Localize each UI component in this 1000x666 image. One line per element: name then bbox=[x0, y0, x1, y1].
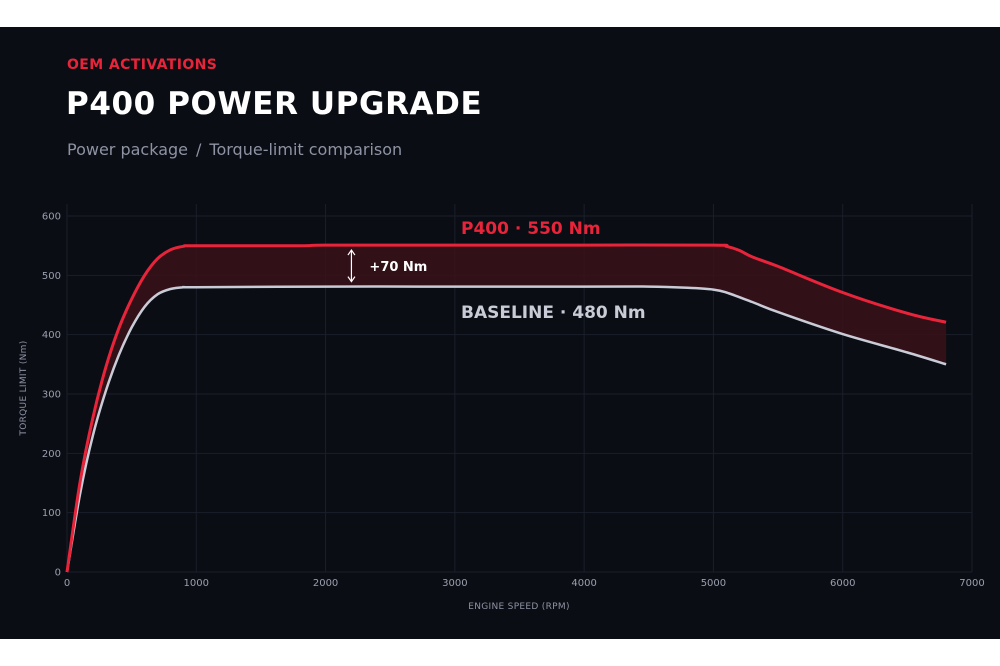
torque-gain-band bbox=[67, 245, 947, 572]
y-tick-label: 400 bbox=[42, 330, 61, 341]
y-tick-label: 500 bbox=[42, 271, 61, 282]
breadcrumb: Power package / Torque-limit comparison bbox=[67, 140, 402, 159]
x-tick-label: 6000 bbox=[830, 578, 855, 589]
x-tick-label: 5000 bbox=[701, 578, 726, 589]
breadcrumb-item-torque-limit-comparison: Torque-limit comparison bbox=[209, 140, 403, 159]
baseline-line bbox=[65, 285, 947, 573]
page-title: P400 POWER UPGRADE bbox=[66, 86, 483, 122]
p400-series-label: P400 · 550 Nm bbox=[461, 219, 601, 239]
x-tick-label: 3000 bbox=[442, 578, 467, 589]
y-tick-label: 300 bbox=[42, 390, 61, 401]
y-tick-label: 0 bbox=[55, 568, 61, 579]
difference-label: +70 Nm bbox=[369, 260, 427, 275]
chart-panel bbox=[0, 27, 1000, 639]
baseline-series-label: BASELINE · 480 Nm bbox=[461, 303, 646, 323]
eyebrow-label: OEM ACTIVATIONS bbox=[67, 57, 218, 73]
y-axis-label: TORQUE LIMIT (Nm) bbox=[19, 340, 29, 436]
x-axis-label: ENGINE SPEED (RPM) bbox=[468, 602, 570, 612]
difference-annotation: +70 Nm bbox=[347, 249, 427, 283]
y-tick-label: 600 bbox=[42, 212, 61, 223]
x-tick-label: 4000 bbox=[571, 578, 596, 589]
x-tick-label: 0 bbox=[64, 578, 70, 589]
y-tick-label: 200 bbox=[42, 449, 61, 460]
difference-arrowhead-top bbox=[347, 249, 356, 256]
p400-line bbox=[65, 243, 947, 573]
difference-arrowhead-bottom bbox=[347, 276, 356, 283]
x-tick-label: 2000 bbox=[313, 578, 338, 589]
y-tick-label: 100 bbox=[42, 508, 61, 519]
breadcrumb-item-power-package: Power package bbox=[67, 140, 189, 159]
x-tick-label: 7000 bbox=[959, 578, 984, 589]
x-tick-label: 1000 bbox=[184, 578, 209, 589]
breadcrumb-separator: / bbox=[196, 140, 202, 159]
tick-labels: 0 1000 2000 3000 4000 5000 6000 7000 0 100 200 300 4… bbox=[42, 212, 985, 590]
